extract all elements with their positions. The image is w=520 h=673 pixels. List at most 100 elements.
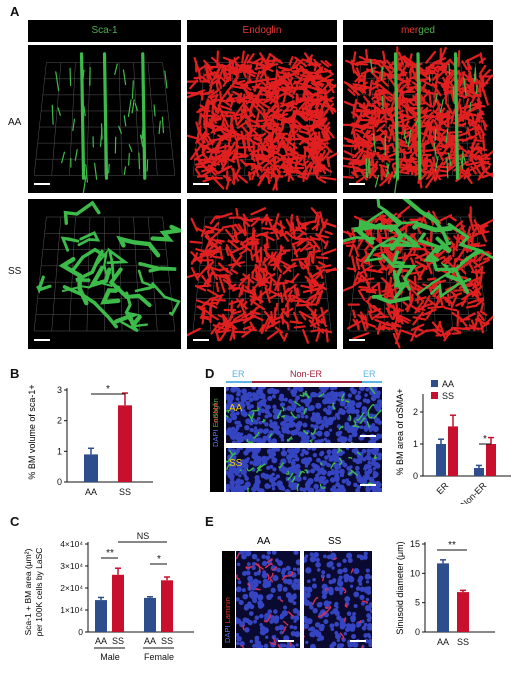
chart-d-legend-swatch-ss (431, 392, 438, 399)
chart-c-bar (144, 597, 156, 632)
nuclei (304, 551, 372, 648)
chart-c-ytick-label: 1×10⁴ (60, 605, 83, 615)
ss-merged-image (343, 199, 493, 349)
chart-d-ylabel: % BM area of αSMA+ (395, 389, 405, 476)
chart-c-xlabel: AA (144, 636, 156, 646)
chart-e-ylabel: Sinusoid diameter (μm) (395, 541, 405, 634)
region-bar-non-er (252, 381, 362, 383)
endoglin-network (187, 50, 337, 191)
chart-c-ytick-label: 3×10⁴ (60, 561, 83, 571)
chart-b-bar-aa (84, 454, 98, 482)
scale-bar (193, 183, 209, 185)
chart-c-xlabel: SS (112, 636, 124, 646)
chart-b-ytick-label: 1 (57, 446, 62, 456)
chart-c-ytick-label: 2×10⁴ (60, 583, 83, 593)
chart-b-sig-label: * (106, 384, 110, 395)
stain-accent (236, 552, 294, 648)
sca1-vessels (365, 52, 478, 193)
micro-svg (236, 551, 300, 648)
stain-accent (304, 551, 368, 648)
chart-e-ytick-label: 15 (410, 539, 420, 549)
scale-bar (34, 183, 50, 185)
chart-b-xlabel-aa: AA (85, 487, 97, 497)
chart-d-ytick-label: 0 (413, 471, 418, 481)
micro-svg (226, 387, 382, 443)
chart-c-sig-ns: NS (137, 531, 150, 541)
chart-d-legend-label-ss: SS (442, 391, 454, 401)
panel-c-letter: C (10, 514, 20, 529)
e-stain-dapi: DAPI (223, 625, 232, 643)
micro-svg (187, 50, 337, 191)
d-stain-strip: DAPI Endoglin αSMA (210, 387, 224, 492)
sca1-header: Sca-1 (28, 20, 181, 42)
chart-c-sig-male: ** (106, 548, 114, 559)
nuclei (226, 387, 382, 443)
sca1-vessels (343, 199, 493, 305)
chart-b: % BM volume of sca-1+ 0 1 2 3 AA SS * (27, 384, 153, 497)
nuclei (236, 551, 300, 648)
region-label-non-er: Non-ER (290, 369, 323, 379)
aa-merged-image (343, 45, 493, 193)
merged-header-label-part1: mer (401, 25, 419, 36)
chart-c-ytick-label: 4×10⁴ (60, 539, 83, 549)
sca1-vessels (36, 200, 181, 333)
d-label-ss: SS (229, 458, 243, 469)
e-col-label-aa: AA (257, 536, 271, 547)
chart-e-xlabel-aa: AA (437, 637, 449, 647)
chart-b-ytick-label: 2 (57, 416, 62, 426)
chart-e-xlabel-ss: SS (457, 637, 469, 647)
sca1-vessels (51, 52, 168, 193)
chart-c-bar (161, 580, 173, 632)
chart-c-group-female: Female (144, 652, 174, 662)
scale-bar (360, 435, 376, 437)
chart-c-group-male: Male (100, 652, 120, 662)
chart-c: Sca-1 + BM area (μm²) per 100K cells by … (23, 531, 194, 662)
region-label-er-right: ER (363, 369, 376, 379)
chart-b-ylabel: % BM volume of sca-1+ (27, 384, 37, 479)
endoglin-network (187, 207, 337, 344)
aa-sca1-image (28, 45, 181, 193)
chart-e-ytick-label: 5 (415, 598, 420, 608)
e-stain-strip: DAPI Laminin (222, 551, 235, 648)
micro-svg (33, 52, 176, 193)
panel-a-letter: A (10, 4, 20, 19)
merged-header-label: merged (343, 25, 493, 36)
chart-c-ylabel-line1: Sca-1 + BM area (μm²) (23, 548, 33, 635)
chart-b-ytick-label: 0 (57, 477, 62, 487)
chart-c-xlabel: SS (161, 636, 173, 646)
chart-e-bar-ss (457, 592, 469, 632)
e-stain-laminin: Laminin (223, 597, 232, 624)
micro-svg (226, 448, 382, 492)
region-label-er-left: ER (232, 369, 245, 379)
merged-header-label-part2: ged (418, 25, 435, 36)
ss-sca1-image (28, 199, 181, 349)
scale-bar (34, 339, 50, 341)
row-label-aa: AA (8, 117, 22, 128)
chart-d-sig-label: * (483, 434, 487, 445)
scale-bar (193, 339, 209, 341)
panel-b-letter: B (10, 366, 20, 381)
micro-svg (304, 551, 372, 648)
chart-b-xlabel-ss: SS (119, 487, 131, 497)
chart-b-ytick-label: 3 (57, 385, 62, 395)
d-stain-dapi: DAPI (211, 429, 220, 447)
chart-e-ytick-label: 0 (415, 627, 420, 637)
endoglin-network (343, 205, 493, 349)
chart-e-ytick-label: 10 (410, 568, 420, 578)
micro-svg (343, 46, 493, 193)
micro-svg (343, 199, 493, 349)
sca1-header-label: Sca-1 (91, 25, 118, 36)
scale-bar (360, 484, 376, 486)
merged-header: merged (343, 20, 493, 42)
stain-accent (226, 387, 382, 443)
chart-d-legend-label-aa: AA (442, 379, 454, 389)
chart-e-sig-label: ** (448, 540, 456, 551)
chart-e: Sinusoid diameter (μm) 0 5 10 15 AA SS ** (395, 539, 495, 647)
scale-bar (350, 640, 366, 642)
e-stain-labels: DAPI Laminin (223, 597, 232, 643)
chart-b-bar-ss (118, 405, 132, 482)
e-aa-image (236, 551, 300, 648)
chart-d-bar-non-er-aa (474, 468, 484, 476)
chart-d-ytick-label: 2 (413, 407, 418, 417)
ss-endoglin-image (187, 199, 337, 349)
